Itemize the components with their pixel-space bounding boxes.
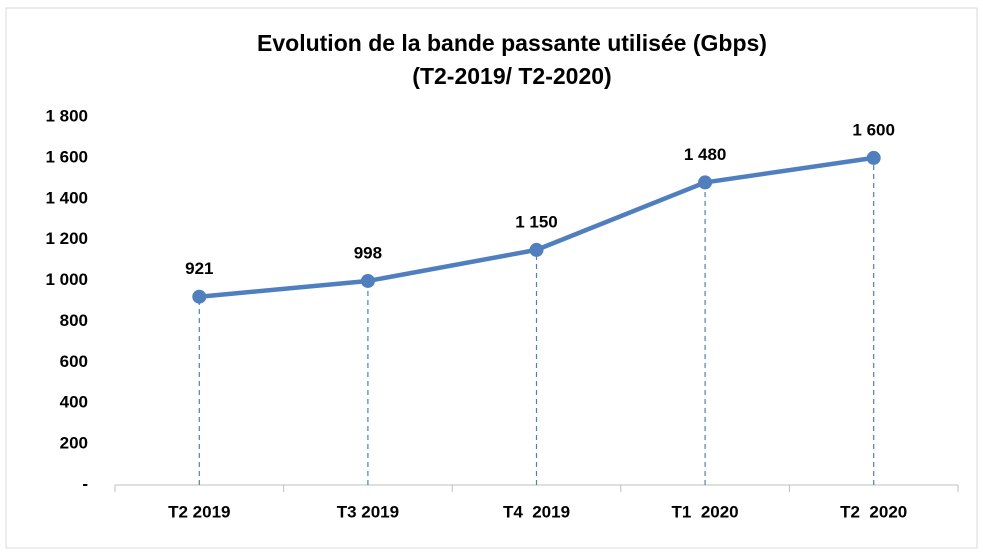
point (698, 175, 713, 190)
y-tick-label: 400 (60, 393, 88, 412)
y-tick-label: - (82, 474, 88, 493)
point (192, 289, 207, 304)
point (866, 150, 881, 165)
y-tick-label: 1 200 (45, 229, 88, 248)
y-tick-label: 1 800 (45, 106, 88, 125)
y-tick-label: 200 (60, 434, 88, 453)
point (360, 273, 375, 288)
chart-title: Evolution de la bande passante utilisée … (257, 30, 767, 56)
point (529, 242, 544, 257)
x-tick-label: T1 2020 (672, 502, 739, 521)
y-tick-label: 1 400 (45, 188, 88, 207)
data-label: 998 (354, 243, 382, 262)
data-label: 1 150 (515, 212, 558, 231)
y-tick-label: 1 000 (45, 270, 88, 289)
chart-subtitle: (T2-2019/ T2-2020) (412, 63, 611, 89)
chart-frame (5, 7, 978, 549)
y-tick-label: 1 600 (45, 147, 88, 166)
y-tick-label: 800 (60, 311, 88, 330)
x-tick-label: T4 2019 (503, 502, 570, 521)
data-label: 1 480 (684, 145, 727, 164)
x-tick-label: T3 2019 (337, 502, 399, 521)
data-label: 921 (185, 259, 213, 278)
data-label: 1 600 (852, 120, 895, 139)
x-tick-label: T2 2019 (168, 502, 230, 521)
y-tick-label: 600 (60, 352, 88, 371)
x-tick-label: T2 2020 (840, 502, 907, 521)
